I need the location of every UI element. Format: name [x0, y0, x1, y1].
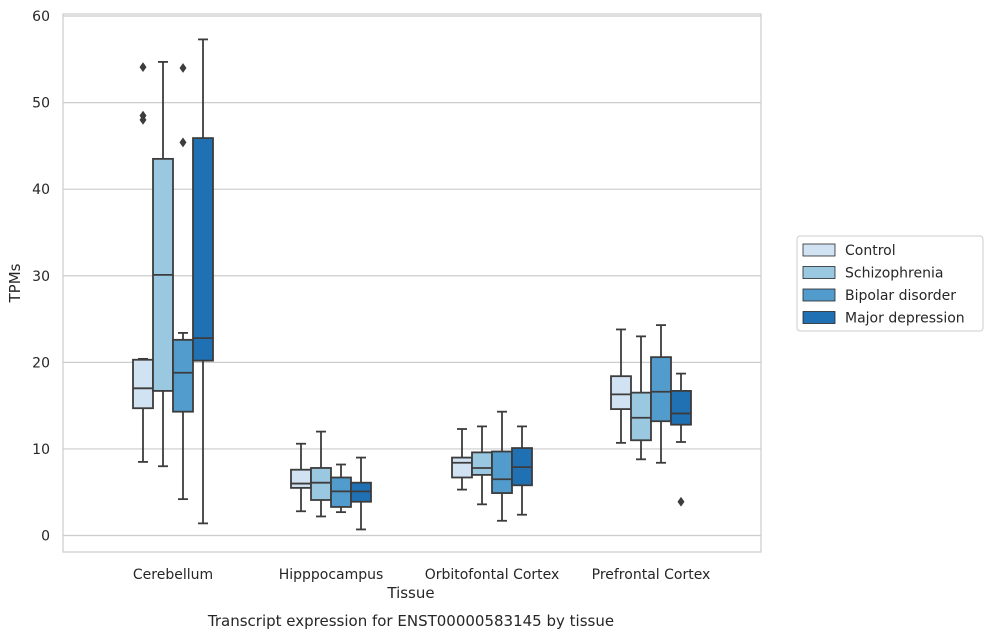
box-0-3: [610, 328, 632, 444]
outlier-point-1: [179, 137, 187, 148]
box-3-0: [192, 38, 214, 525]
box-2-0: [172, 63, 194, 501]
box-0-1: [290, 442, 312, 513]
box-body: [290, 468, 312, 489]
box-2-1: [330, 463, 352, 514]
legend-label-2: Bipolar disorder: [845, 288, 956, 304]
legend-items: Control Schizophrenia Bipolar disorder Majo…: [802, 243, 965, 327]
box-3-3: [670, 372, 692, 507]
box-1-0: [152, 61, 174, 468]
x-tick-label-3: Prefrontal Cortex: [592, 567, 711, 583]
outlier-point-0: [139, 62, 147, 72]
x-tick-label-1: Hipppocampus: [279, 567, 384, 583]
y-axis-label: TPMs: [6, 263, 24, 303]
x-tick-label-0: Cerebellum: [133, 567, 213, 583]
x-tick-labels: Cerebellum Hipppocampus Orbitofontal Corte…: [133, 567, 710, 583]
chart-caption: Transcript expression for ENST0000058314…: [207, 612, 614, 630]
legend-swatch-0: [802, 243, 836, 257]
legend-swatch-1: [802, 266, 836, 279]
y-tick-label-10: 10: [32, 442, 50, 458]
box-body: [451, 456, 473, 479]
box-2-2: [491, 410, 513, 522]
legend-label-0: Control: [845, 243, 896, 259]
box-body: [650, 356, 672, 423]
y-tick-label-60: 60: [32, 9, 50, 25]
x-axis-label: Tissue: [386, 584, 434, 602]
box-0-2: [451, 428, 473, 491]
legend-label-1: Schizophrenia: [845, 266, 943, 282]
y-tick-label-20: 20: [32, 355, 50, 371]
legend: Control Schizophrenia Bipolar disorder Majo…: [796, 235, 984, 332]
legend-frame: [796, 235, 984, 332]
outlier-point-2: [139, 115, 147, 125]
y-tick-label-0: 0: [41, 529, 50, 545]
box-body: [132, 358, 154, 410]
legend-label-3: Major depression: [845, 311, 965, 327]
legend-swatch-2: [802, 288, 836, 302]
box-1-2: [471, 425, 493, 506]
boxes: [132, 38, 692, 531]
y-tick-label-30: 30: [32, 269, 50, 285]
y-tick-label-40: 40: [32, 182, 50, 198]
box-body: [630, 391, 652, 442]
box-0-0: [132, 62, 154, 463]
box-body: [491, 450, 513, 494]
plot-area-frame: [62, 13, 762, 553]
box-body: [670, 390, 692, 426]
box-2-3: [650, 324, 672, 464]
box-body: [610, 375, 632, 410]
box-1-3: [630, 335, 652, 461]
box-body: [172, 338, 194, 413]
outlier-point-0: [179, 63, 187, 73]
box-body: [471, 451, 493, 476]
y-tick-labels: 0 10 20 30 40 50 60: [32, 9, 50, 544]
box-body: [192, 137, 214, 362]
box-3-1: [350, 456, 372, 531]
box-3-2: [511, 425, 533, 516]
box-1-1: [310, 430, 332, 518]
x-tick-label-2: Orbitofontal Cortex: [425, 567, 560, 583]
outlier-point-0: [677, 496, 685, 507]
y-tick-label-50: 50: [32, 96, 50, 112]
legend-swatch-3: [802, 311, 836, 324]
box-body: [310, 467, 332, 501]
